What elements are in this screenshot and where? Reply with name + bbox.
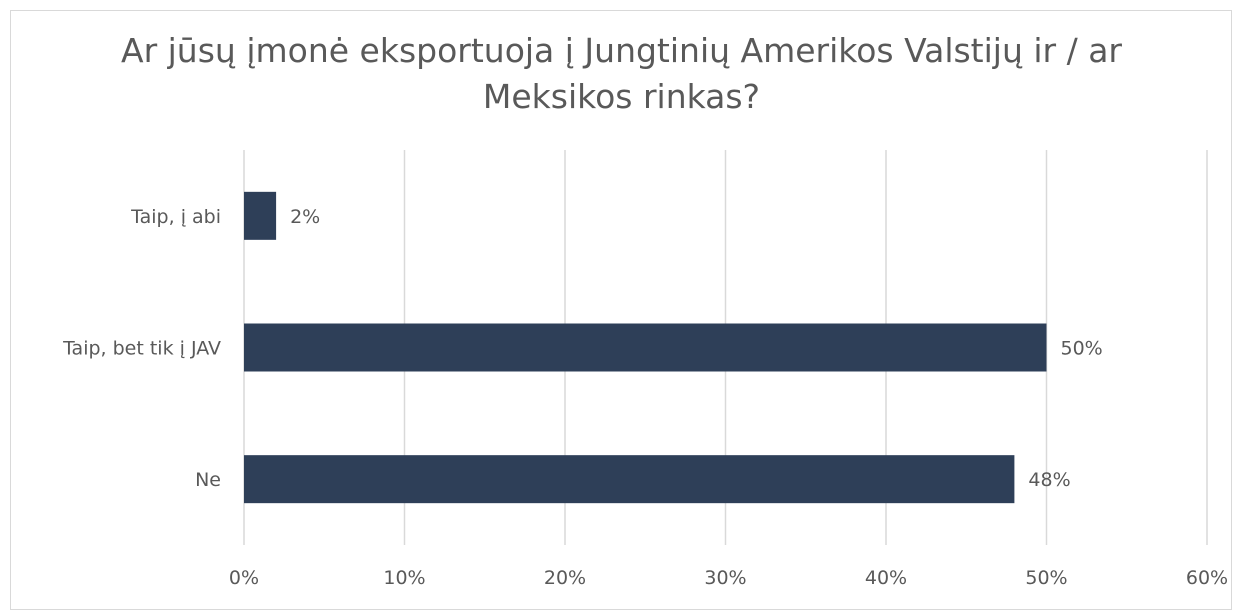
chart-frame: [10, 10, 1232, 610]
data-label: 48%: [1028, 469, 1070, 491]
bar: [244, 323, 1047, 372]
category-label: Taip, į abi: [130, 206, 221, 228]
data-label: 2%: [290, 206, 320, 228]
x-tick-label: 20%: [544, 567, 586, 589]
x-tick-label: 40%: [865, 567, 907, 589]
bars: [244, 191, 1047, 504]
x-tick-label: 0%: [229, 567, 259, 589]
data-label: 50%: [1061, 338, 1103, 360]
labels: 0% 10% 20% 30% 40% 50% 60% Taip, į abi 2% Taip, b…: [62, 206, 1228, 589]
category-label: Taip, bet tik į JAV: [62, 338, 221, 360]
x-tick-label: 50%: [1025, 567, 1067, 589]
x-tick-label: 10%: [383, 567, 425, 589]
x-tick-label: 60%: [1186, 567, 1228, 589]
chart-title: Ar jūsų įmonė eksportuoja į Jungtinių Am…: [121, 31, 1122, 116]
chart-plot-area: 0% 10% 20% 30% 40% 50% 60% Taip, į abi 2% Taip, b…: [62, 150, 1228, 589]
x-tick-label: 30%: [704, 567, 746, 589]
bar: [244, 191, 277, 240]
bar: [244, 455, 1015, 504]
category-label: Ne: [195, 469, 221, 491]
